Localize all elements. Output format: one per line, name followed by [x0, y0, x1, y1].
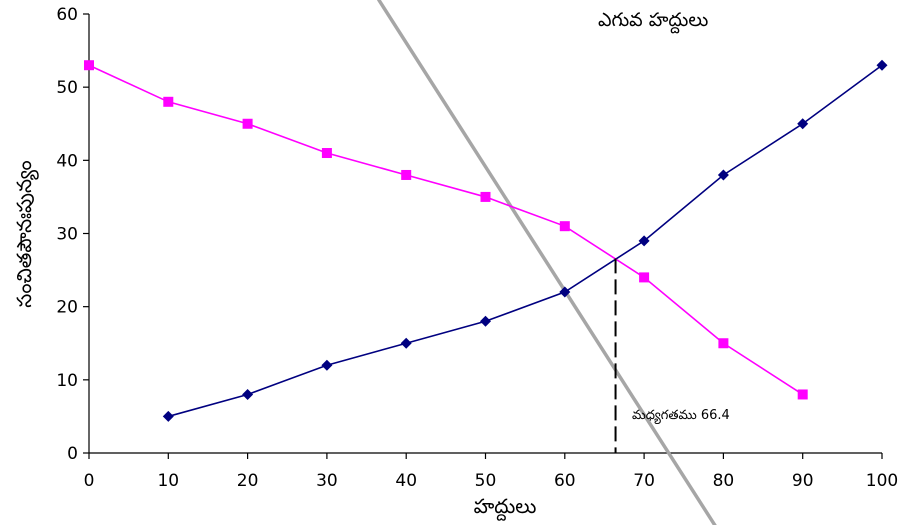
x-tick-label: 10: [157, 471, 179, 491]
y-tick-label: 20: [56, 298, 78, 318]
data-point-square: [559, 221, 570, 232]
data-point-diamond: [638, 235, 650, 247]
data-point-diamond: [559, 286, 571, 298]
data-point-square: [639, 272, 650, 283]
data-point-square: [242, 118, 253, 129]
x-tick-label: 90: [792, 471, 814, 491]
data-point-square: [797, 389, 808, 400]
x-tick-label: 40: [395, 471, 417, 491]
data-point-diamond: [242, 388, 254, 400]
x-tick-label: 70: [633, 471, 655, 491]
median-label: మధ్యగతము 66.4: [632, 408, 730, 425]
x-tick-label: 30: [316, 471, 338, 491]
data-point-diamond: [400, 337, 412, 349]
y-tick-label: 60: [56, 5, 78, 25]
data-point-diamond: [162, 410, 174, 422]
y-tick-label: 10: [56, 371, 78, 391]
axes: [83, 13, 883, 459]
x-tick-label: 60: [554, 471, 576, 491]
data-point-diamond: [321, 359, 333, 371]
data-point-square: [718, 338, 729, 349]
y-tick-label: 30: [56, 225, 78, 245]
data-point-diamond: [717, 169, 729, 181]
y-tick-label: 50: [56, 78, 78, 98]
series-line-1: [168, 64, 883, 418]
tick-labels: 0 10 20 30 40 50 60 0 10 20 30 40 50 60 70 80 90 100: [56, 5, 898, 491]
series-layer: [84, 59, 888, 422]
x-tick-label: 80: [713, 471, 735, 491]
data-point-square: [480, 191, 491, 202]
x-tick-label: 0: [84, 471, 95, 491]
data-point-square: [163, 96, 174, 107]
x-tick-label: 100: [866, 471, 898, 491]
trend-line: [376, 0, 717, 528]
y-tick-label: 40: [56, 151, 78, 171]
upper-bounds-label: ఎగువ హద్దులు: [598, 9, 708, 34]
data-point-square: [84, 60, 94, 71]
data-point-square: [401, 169, 412, 180]
data-point-square: [321, 148, 332, 159]
x-axis-title: హద్దులు: [474, 494, 537, 521]
x-tick-label: 50: [475, 471, 497, 491]
series-line-2: [88, 64, 804, 396]
y-tick-label: 0: [67, 444, 78, 464]
data-point-diamond: [480, 315, 491, 327]
x-tick-label: 20: [237, 471, 259, 491]
trend-line-layer: [376, 0, 717, 528]
data-point-diamond: [797, 118, 809, 130]
data-point-diamond: [876, 59, 888, 71]
y-axis-title: సంచితపౌనఃపున్యం: [12, 160, 39, 307]
